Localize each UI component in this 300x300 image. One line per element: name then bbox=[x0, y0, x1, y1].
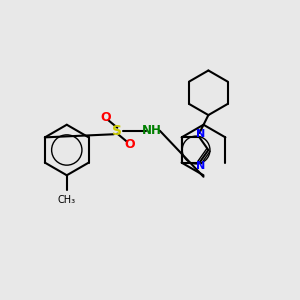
Text: S: S bbox=[112, 124, 122, 138]
Text: CH₃: CH₃ bbox=[58, 196, 76, 206]
Text: N: N bbox=[196, 129, 206, 140]
Text: O: O bbox=[124, 138, 134, 151]
Text: NH: NH bbox=[142, 124, 161, 137]
Text: N: N bbox=[196, 160, 206, 171]
Text: O: O bbox=[100, 111, 111, 124]
